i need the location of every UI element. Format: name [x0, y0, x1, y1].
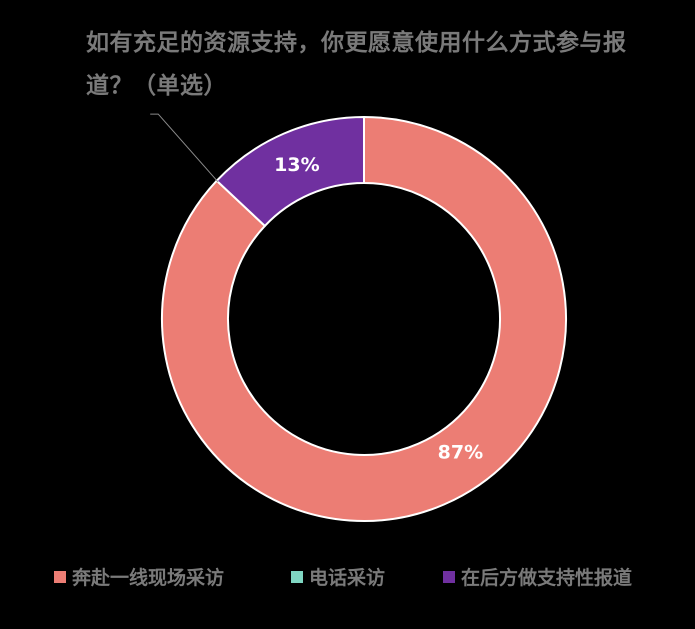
leader-line-phone: [150, 113, 219, 183]
slice-support[interactable]: [215, 115, 365, 228]
chart-legend: 奔赴一线现场采访 电话采访 在后方做支持性报道: [0, 563, 695, 591]
legend-swatch-onsite: [54, 570, 66, 583]
legend-item-support[interactable]: 在后方做支持性报道: [443, 563, 632, 590]
legend-label-support: 在后方做支持性报道: [461, 567, 633, 589]
legend-swatch-phone: [291, 570, 303, 583]
legend-item-phone[interactable]: 电话采访: [291, 563, 385, 590]
legend-label-phone: 电话采访: [309, 567, 386, 589]
data-label-support: 13%: [274, 154, 319, 176]
legend-label-onsite: 奔赴一线现场采访: [72, 567, 225, 589]
slice-onsite[interactable]: [160, 115, 567, 522]
legend-item-onsite[interactable]: 奔赴一线现场采访: [54, 563, 224, 590]
chart-title: 如有充足的资源支持，你更愿意使用什么方式参与报道？（单选）: [86, 30, 627, 99]
legend-swatch-support: [443, 570, 455, 583]
data-label-onsite: 87%: [438, 442, 483, 464]
